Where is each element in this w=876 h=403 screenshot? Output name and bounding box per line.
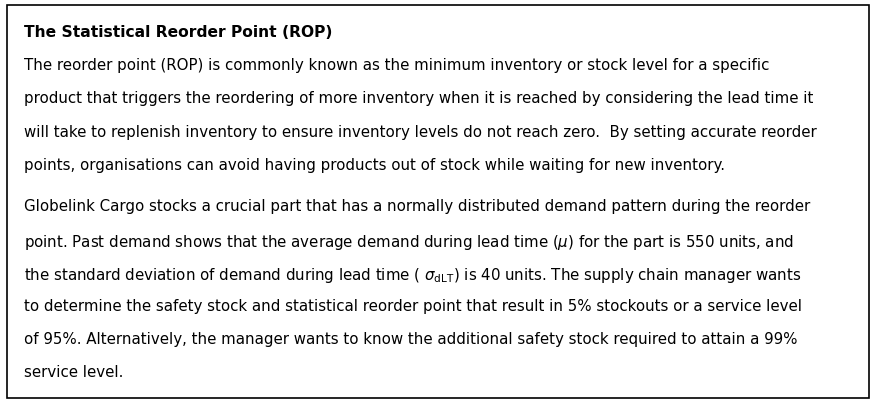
Text: of 95%. Alternatively, the manager wants to know the additional safety stock req: of 95%. Alternatively, the manager wants… [24,332,797,347]
Text: will take to replenish inventory to ensure inventory levels do not reach zero.  : will take to replenish inventory to ensu… [24,125,816,139]
Text: The Statistical Reorder Point (ROP): The Statistical Reorder Point (ROP) [24,25,332,40]
Text: the standard deviation of demand during lead time ( $\sigma_{\mathrm{dLT}}$) is : the standard deviation of demand during … [24,266,801,285]
Text: to determine the safety stock and statistical reorder point that result in 5% st: to determine the safety stock and statis… [24,299,802,314]
Text: The reorder point (ROP) is commonly known as the minimum inventory or stock leve: The reorder point (ROP) is commonly know… [24,58,769,73]
Text: product that triggers the reordering of more inventory when it is reached by con: product that triggers the reordering of … [24,91,813,106]
Text: service level.: service level. [24,365,123,380]
Text: point. Past demand shows that the average demand during lead time ($\mu$) for th: point. Past demand shows that the averag… [24,233,794,251]
Text: Globelink Cargo stocks a crucial part that has a normally distributed demand pat: Globelink Cargo stocks a crucial part th… [24,199,810,214]
FancyBboxPatch shape [7,5,869,398]
Text: points, organisations can avoid having products out of stock while waiting for n: points, organisations can avoid having p… [24,158,724,172]
